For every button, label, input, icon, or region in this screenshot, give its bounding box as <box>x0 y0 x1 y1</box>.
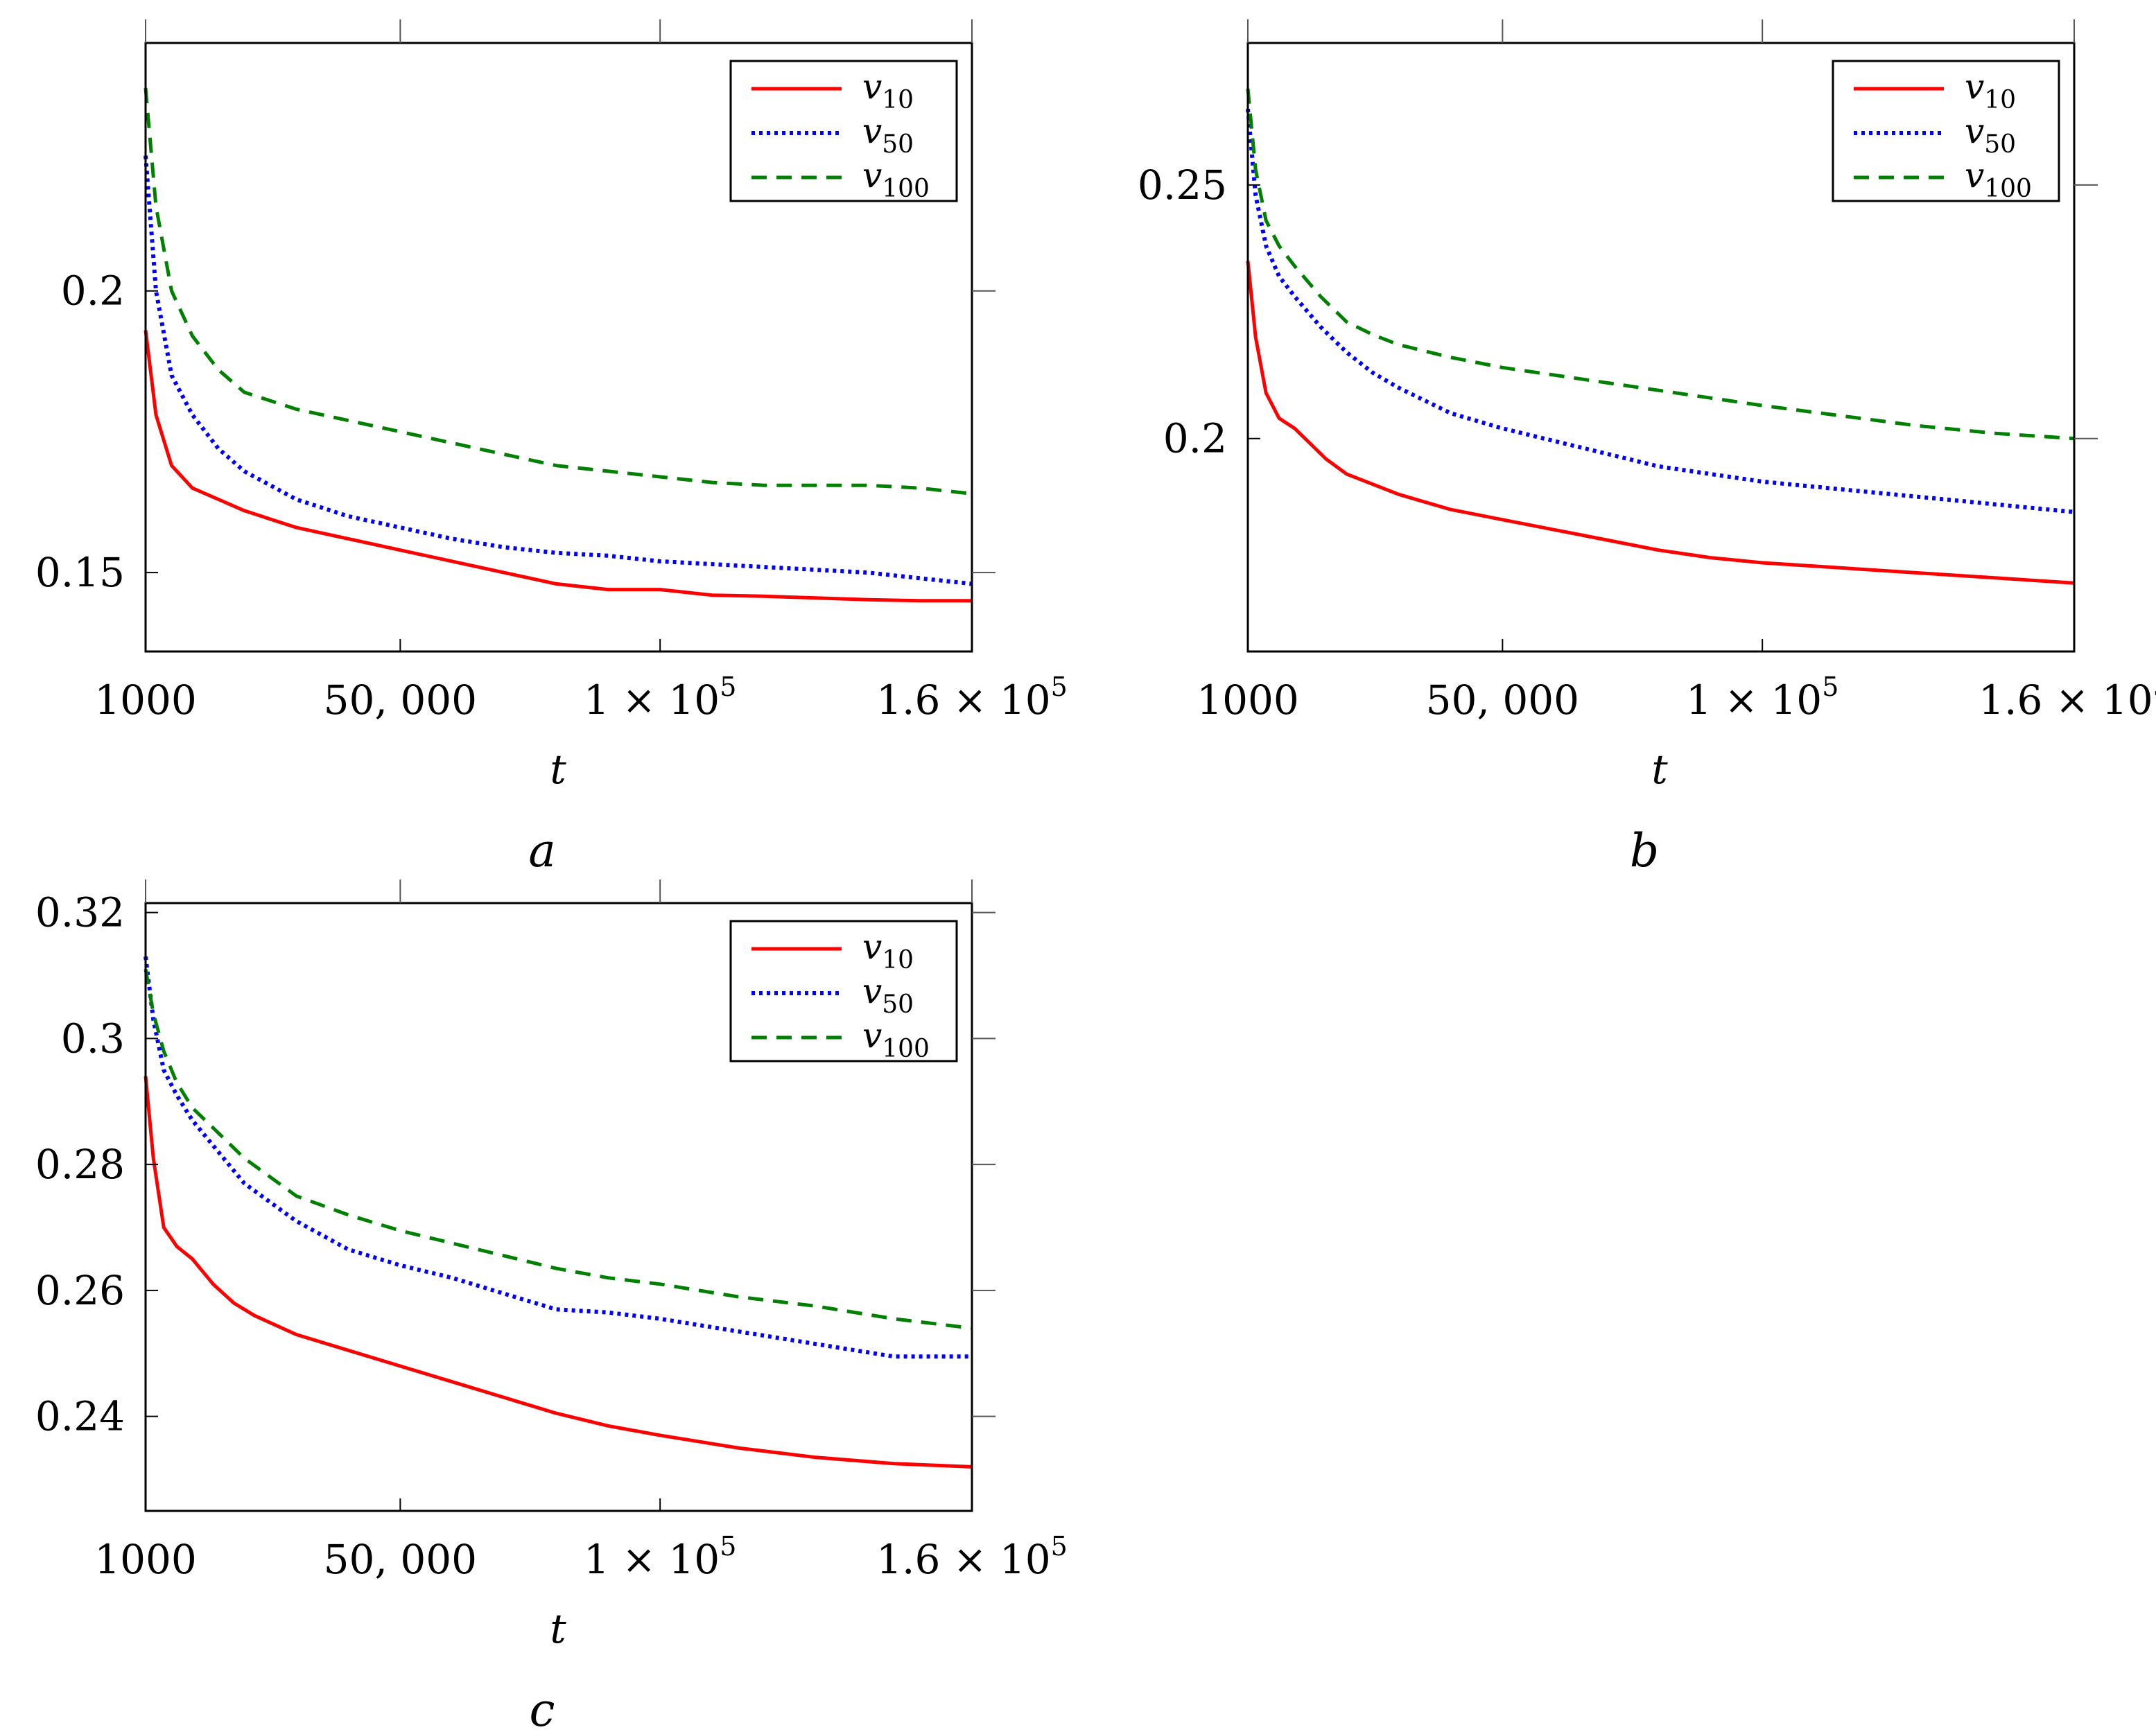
series-line-v50 <box>144 956 972 1359</box>
x-tick-label: 50, 000 <box>324 676 477 724</box>
x-tick-label: 50, 000 <box>1426 676 1579 724</box>
panel-label: c <box>530 1683 555 1732</box>
x-tick-label: 1000 <box>94 676 197 724</box>
y-tick-label: 0.2 <box>61 268 125 315</box>
y-tick-label: 0.2 <box>1163 415 1227 462</box>
series-line-v10 <box>144 330 972 603</box>
legend-entry: v50 <box>862 111 914 159</box>
x-axis-label: t <box>550 1605 566 1652</box>
x-axis-label: t <box>550 746 566 793</box>
legend-entry: v100 <box>862 1015 930 1063</box>
y-tick-label: 0.26 <box>35 1267 125 1314</box>
series-line-v50 <box>144 155 973 586</box>
legend-entry: v100 <box>1965 155 2032 203</box>
x-tick-label: 1.6 × 105 <box>1979 672 2156 724</box>
chart-a: 1000 50, 000 1 × 105 1.6 × 1050.150.2tav10v… <box>35 19 1068 877</box>
legend-entry: v100 <box>862 155 930 203</box>
plot-frame <box>144 902 973 1512</box>
plot-frame <box>144 42 973 653</box>
x-tick-label: 1 × 105 <box>584 672 736 724</box>
y-tick-label: 0.25 <box>1138 161 1227 209</box>
chart-c: 1000 50, 000 1 × 105 1.6 × 105 0.24 0.26 0.28 0… <box>35 880 1068 1732</box>
x-tick-label: 1 × 105 <box>584 1531 736 1583</box>
series-line-v50 <box>1246 108 2075 514</box>
y-tick-label: 0.28 <box>35 1141 125 1188</box>
y-tick-label: 0.24 <box>35 1393 125 1440</box>
x-tick-label: 1000 <box>94 1536 197 1583</box>
y-tick-label: 0.32 <box>35 889 125 936</box>
legend-entry: v50 <box>862 971 914 1019</box>
series-line-v100 <box>1246 88 2075 441</box>
x-tick-label: 1.6 × 105 <box>876 1531 1068 1583</box>
legend-entry: v10 <box>862 927 914 974</box>
series-line-v100 <box>144 87 973 496</box>
series-line-v10 <box>144 1076 973 1469</box>
x-axis-label: t <box>1651 746 1668 793</box>
legend-entry: v50 <box>1965 111 2016 159</box>
x-tick-label: 50, 000 <box>324 1536 477 1583</box>
series-line-v10 <box>1246 261 2075 585</box>
panel-label: a <box>528 824 555 877</box>
y-tick-label: 0.15 <box>35 549 125 596</box>
series-line-v100 <box>144 968 973 1330</box>
legend-entry: v10 <box>862 67 914 114</box>
plot-frame <box>1246 42 2076 653</box>
panel-label: b <box>1630 824 1659 877</box>
y-tick-label: 0.3 <box>61 1015 125 1062</box>
x-tick-label: 1000 <box>1197 676 1299 724</box>
legend-entry: v10 <box>1965 67 2016 114</box>
x-tick-label: 1.6 × 105 <box>876 672 1068 724</box>
x-tick-label: 1 × 105 <box>1686 672 1838 724</box>
